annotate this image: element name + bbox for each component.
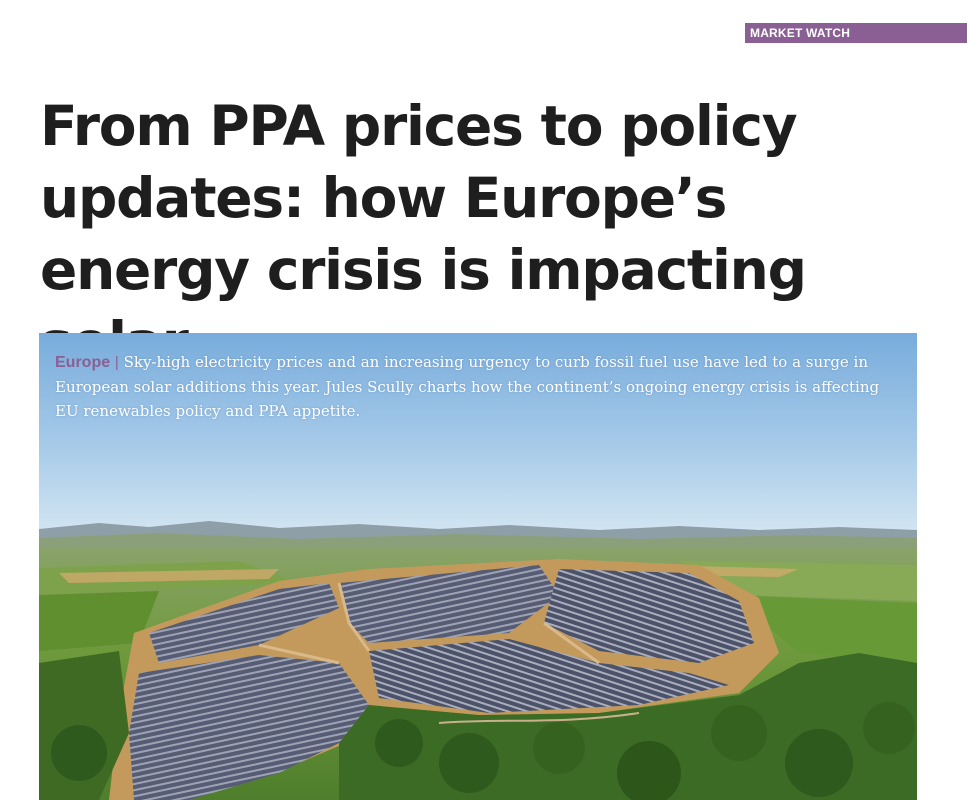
article-standfirst: Europe | Sky-high electricity prices and… bbox=[55, 350, 885, 423]
section-tag: MARKET WATCH bbox=[745, 23, 967, 43]
region-separator: | bbox=[114, 354, 119, 371]
standfirst-text: Sky-high electricity prices and an incre… bbox=[55, 353, 880, 420]
hero-image: Europe | Sky-high electricity prices and… bbox=[39, 333, 917, 800]
article-headline: From PPA prices to policy updates: how E… bbox=[40, 94, 807, 374]
solar-farm-aerial-photo bbox=[39, 333, 917, 800]
region-label: Europe bbox=[55, 354, 111, 371]
